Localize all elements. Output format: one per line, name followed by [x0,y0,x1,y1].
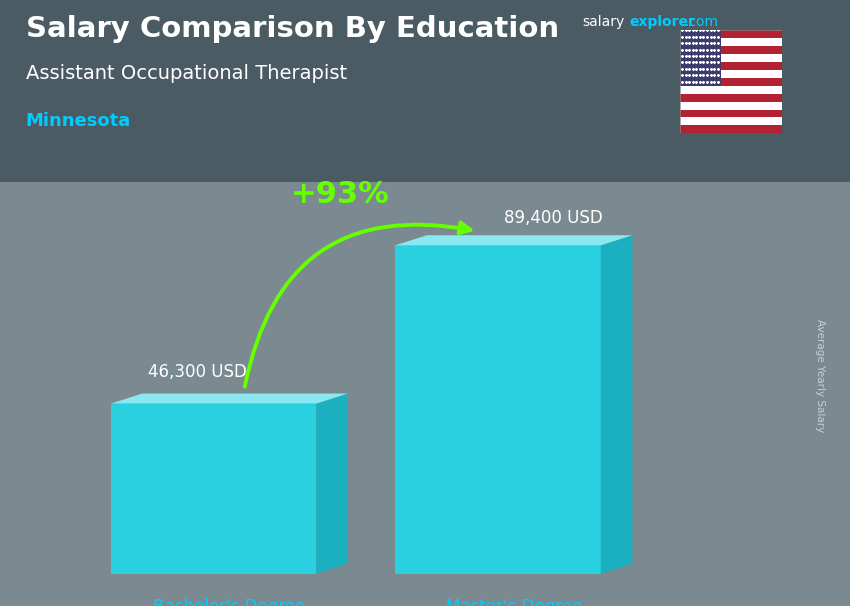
Bar [680,30,782,38]
Polygon shape [110,393,348,404]
Bar [680,110,782,118]
Bar [680,94,782,102]
Polygon shape [395,245,601,574]
Polygon shape [395,235,632,245]
Bar [680,118,782,125]
Bar [680,54,782,62]
Text: salary: salary [582,15,625,29]
Bar [680,125,782,133]
Polygon shape [601,235,632,574]
Bar [680,62,782,70]
Text: explorer: explorer [629,15,695,29]
Polygon shape [110,404,316,574]
Text: 89,400 USD: 89,400 USD [504,209,603,227]
Polygon shape [316,393,348,574]
Bar [680,86,782,94]
Text: Bachelor's Degree: Bachelor's Degree [153,598,305,606]
Bar [680,70,782,78]
Bar [680,78,782,86]
Bar [680,38,782,46]
Text: Average Yearly Salary: Average Yearly Salary [815,319,825,432]
Text: +93%: +93% [291,181,389,209]
Bar [680,102,782,110]
Bar [680,46,782,54]
Text: .com: .com [684,15,718,29]
Text: Minnesota: Minnesota [26,112,131,130]
Text: Master's Degree: Master's Degree [445,598,582,606]
Text: Assistant Occupational Therapist: Assistant Occupational Therapist [26,64,347,82]
Text: 46,300 USD: 46,300 USD [148,364,247,381]
Bar [680,30,721,86]
Text: Salary Comparison By Education: Salary Comparison By Education [26,15,558,43]
